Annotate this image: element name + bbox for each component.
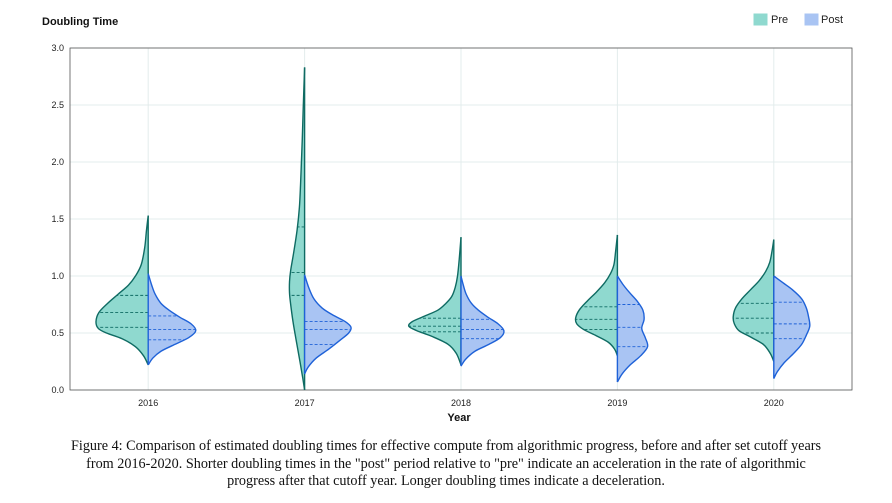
y-tick-label: 2.0 <box>51 157 64 167</box>
y-tick-label: 1.0 <box>51 271 64 281</box>
y-tick-label: 3.0 <box>51 43 64 53</box>
violin-outline <box>147 273 197 366</box>
caption-line-1: Figure 4: Comparison of estimated doubli… <box>70 438 821 454</box>
violin-pre-2020 <box>732 239 775 362</box>
violin-post-2020 <box>773 275 811 379</box>
violin-outline <box>460 275 505 367</box>
x-tick-label: 2016 <box>138 398 158 408</box>
violin-body <box>461 276 504 367</box>
violin-post-2018 <box>460 275 505 367</box>
x-axis-title: Year <box>447 412 471 424</box>
legend-post-label: Post <box>821 14 843 26</box>
violin-pre-2018 <box>407 237 462 366</box>
violin-outline <box>303 274 352 375</box>
violin-pre-2019 <box>574 234 619 357</box>
caption-line-3: progress after that cutoff year. Longer … <box>227 473 665 489</box>
x-tick-label: 2019 <box>607 398 627 408</box>
violins <box>95 67 811 391</box>
violin-outline <box>574 234 619 357</box>
violin-body <box>733 239 774 362</box>
legend: Pre Post <box>753 13 843 26</box>
violin-outline <box>773 275 811 379</box>
violin-pre-2017 <box>288 67 306 391</box>
violin-outline <box>616 275 649 383</box>
violin-body <box>617 276 648 383</box>
chart-title: Doubling Time <box>42 16 118 28</box>
legend-pre-swatch <box>753 13 768 26</box>
violin-body <box>575 234 618 356</box>
violin-post-2019 <box>616 275 649 383</box>
violin-body <box>773 276 810 379</box>
axis-ticks: 0.0 0.5 1.0 1.5 2.0 2.5 3.0 2016 2017 2018 2019 202… <box>51 43 783 408</box>
violin-body <box>95 215 149 365</box>
violin-post-2016 <box>147 273 197 366</box>
violin-outline <box>95 215 149 366</box>
violin-outline <box>407 237 462 366</box>
violin-body <box>289 67 305 390</box>
legend-pre-label: Pre <box>771 14 788 26</box>
violin-outline <box>288 67 306 391</box>
x-tick-label: 2018 <box>451 398 471 408</box>
violin-post-2017 <box>303 274 352 375</box>
violin-body <box>148 273 196 365</box>
legend-post-swatch <box>804 13 819 26</box>
x-tick-label: 2020 <box>764 398 784 408</box>
violin-outline <box>732 239 775 362</box>
plot-frame <box>69 47 853 391</box>
y-tick-label: 2.5 <box>51 100 64 110</box>
y-tick-label: 0.0 <box>51 385 64 395</box>
violin-body <box>304 274 352 375</box>
caption-line-2: from 2016-2020. Shorter doubling times i… <box>86 455 806 472</box>
y-tick-label: 1.5 <box>51 214 64 224</box>
violin-body <box>408 237 461 365</box>
violin-pre-2016 <box>95 215 149 366</box>
figure-caption: Figure 4: Comparison of estimated doubli… <box>0 438 892 491</box>
violin-chart: 0.0 0.5 1.0 1.5 2.0 2.5 3.0 2016 2017 2018 2019 202… <box>42 13 853 424</box>
y-tick-label: 0.5 <box>51 328 64 338</box>
x-tick-label: 2017 <box>295 398 315 408</box>
